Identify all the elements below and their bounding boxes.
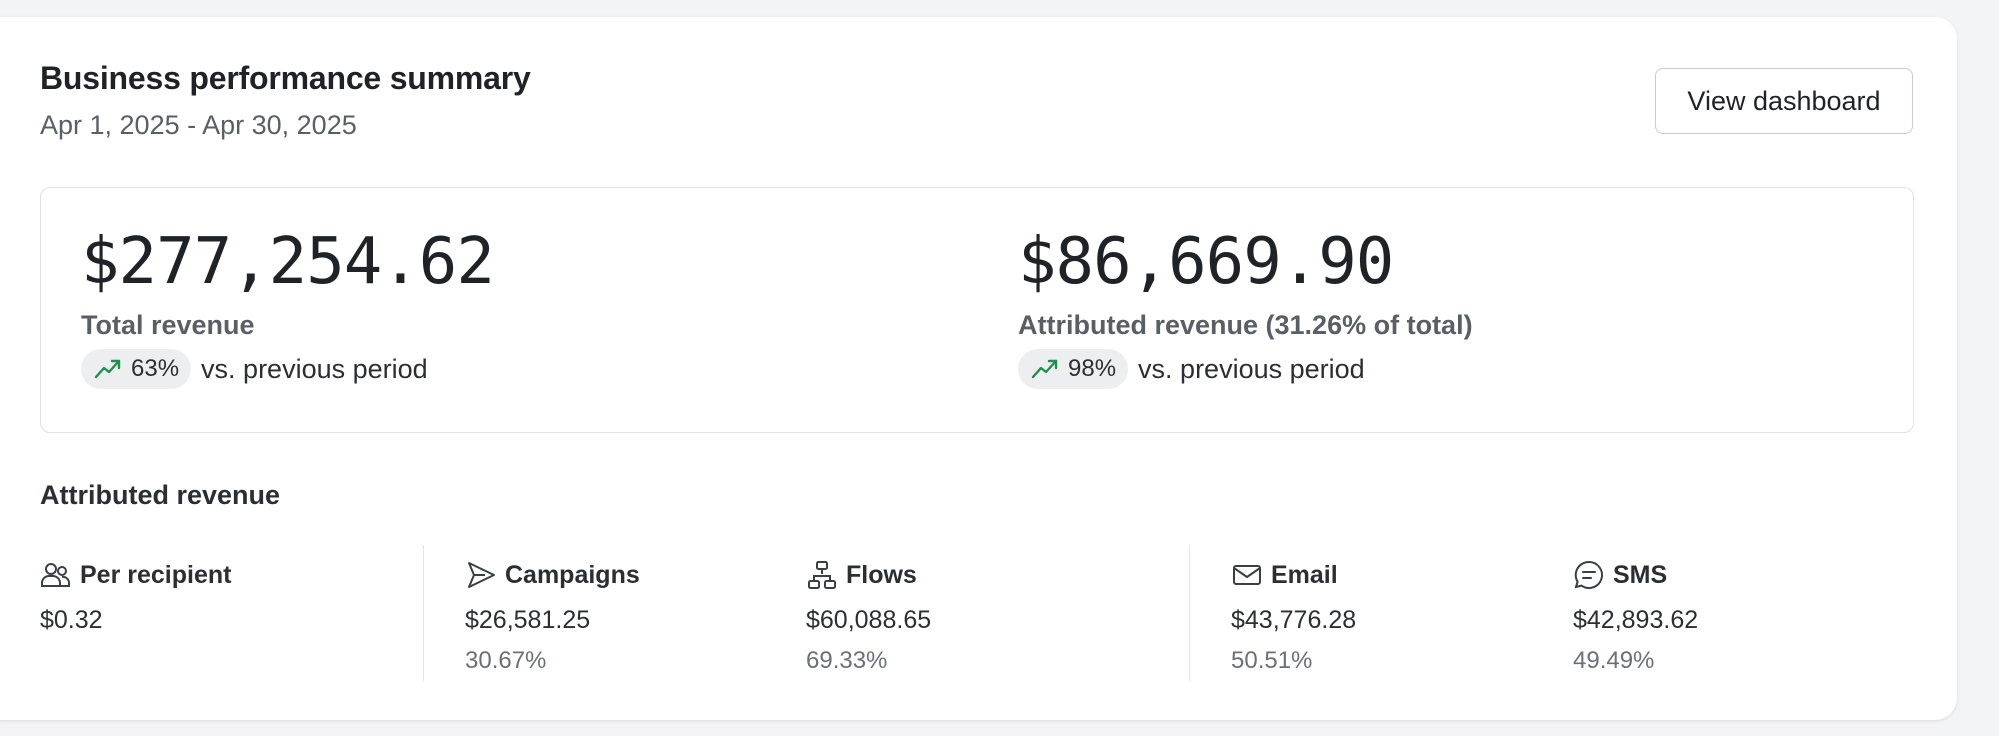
kpi-attributed-revenue: $86,669.90 Attributed revenue (31.26% of… xyxy=(1018,230,1473,389)
change-badge: 63% xyxy=(81,349,192,389)
divider xyxy=(1189,545,1190,681)
view-dashboard-button[interactable]: View dashboard xyxy=(1655,68,1913,134)
metric-sms: SMS $42,893.62 49.49% xyxy=(1573,558,1698,675)
metric-percent: 50.51% xyxy=(1231,647,1313,674)
metric-value: $26,581.25 xyxy=(465,606,591,634)
metric-label: Campaigns xyxy=(505,560,640,589)
metric-value: $43,776.28 xyxy=(1231,606,1357,634)
metric-header: Flows xyxy=(806,558,931,592)
divider xyxy=(423,545,424,681)
metric-value: $0.32 xyxy=(40,606,103,634)
metric-label: Email xyxy=(1271,560,1338,589)
metric-percent: 49.49% xyxy=(1573,647,1655,674)
kpi-label: Total revenue xyxy=(81,310,255,340)
metric-value: $42,893.62 xyxy=(1573,606,1699,634)
users-icon xyxy=(41,563,71,587)
metric-label: Per recipient xyxy=(80,560,232,589)
kpi-change: 98% vs. previous period xyxy=(1018,349,1473,389)
metric-header: Per recipient xyxy=(40,558,231,592)
kpi-total-revenue: $277,254.62 Total revenue 63% vs. previo… xyxy=(81,225,495,389)
kpi-value: $277,254.62 xyxy=(81,225,495,299)
change-suffix: vs. previous period xyxy=(1138,353,1365,384)
metric-header: Campaigns xyxy=(465,558,640,592)
change-percent: 98% xyxy=(1068,355,1117,382)
page-title: Business performance summary xyxy=(40,60,531,96)
change-suffix: vs. previous period xyxy=(201,353,428,384)
trending-up-icon xyxy=(1031,359,1058,379)
change-badge: 98% xyxy=(1018,349,1129,389)
metric-label: Flows xyxy=(846,560,917,589)
metric-percent: 69.33% xyxy=(806,647,888,674)
kpi-panel: $277,254.62 Total revenue 63% vs. previo… xyxy=(40,187,1914,433)
metric-label: SMS xyxy=(1613,560,1668,589)
metric-campaigns: Campaigns $26,581.25 30.67% xyxy=(465,558,640,675)
kpi-label: Attributed revenue (31.26% of total) xyxy=(1018,310,1473,340)
flows-icon xyxy=(808,561,836,589)
mail-icon xyxy=(1233,565,1261,585)
date-range: Apr 1, 2025 - Apr 30, 2025 xyxy=(40,110,357,140)
trending-up-icon xyxy=(94,359,121,379)
kpi-value: $86,669.90 xyxy=(1018,225,1394,299)
attributed-revenue-heading: Attributed revenue xyxy=(40,480,281,510)
metric-flows: Flows $60,088.65 69.33% xyxy=(806,558,931,675)
metric-header: SMS xyxy=(1573,558,1698,592)
kpi-change: 63% vs. previous period xyxy=(81,349,494,389)
metric-per-recipient: Per recipient $0.32 xyxy=(40,558,231,635)
send-icon xyxy=(468,562,495,588)
metric-email: Email $43,776.28 50.51% xyxy=(1231,558,1356,675)
metric-value: $60,088.65 xyxy=(806,606,932,634)
message-icon xyxy=(1574,560,1604,589)
performance-summary-card xyxy=(0,17,1957,720)
metric-percent: 30.67% xyxy=(465,647,547,674)
change-percent: 63% xyxy=(131,355,180,382)
metric-header: Email xyxy=(1231,558,1356,592)
